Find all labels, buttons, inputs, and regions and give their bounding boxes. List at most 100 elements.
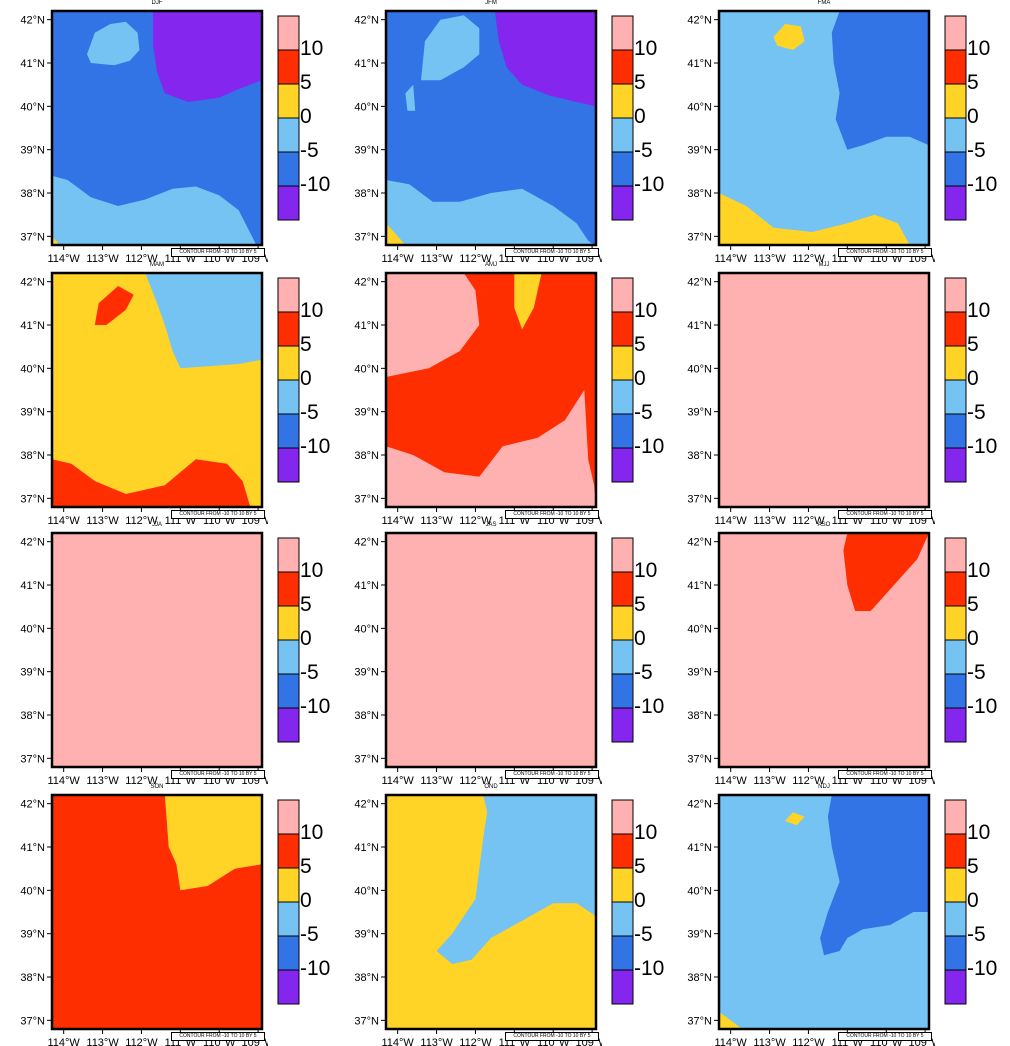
colorbar-tick-label: 10 (634, 821, 658, 844)
colorbar-bin (944, 379, 967, 415)
colorbar-bin (611, 799, 634, 835)
colorbar-bin (277, 185, 300, 221)
map-frame (384, 9, 598, 247)
colorbar-bin (611, 605, 634, 641)
lon-tick-label: 112°W (125, 775, 158, 784)
contour-region (514, 273, 542, 330)
lon-tick-label: 113°W (753, 515, 786, 524)
colorbar-bin (611, 571, 634, 607)
colorbar-bin (611, 311, 634, 347)
lat-tick-label: 41°N (354, 58, 379, 70)
panel-title: JJA (151, 522, 162, 528)
contour-info-label: CONTOUR FROM -10 TO 10 BY 5 (838, 1032, 932, 1041)
lat-tick-label: 41°N (20, 580, 45, 592)
colorbar-tick-label: -5 (300, 923, 319, 946)
lon-tick-label: 110°W (537, 515, 570, 524)
colorbar-tick-label: -5 (967, 923, 986, 946)
lat-tick-label: 42°N (687, 537, 712, 549)
panel-title: MAM (150, 262, 164, 268)
colorbar-tick-label: -5 (967, 139, 986, 162)
lon-tick-label: 113°W (86, 253, 119, 262)
lon-tick-label: 114°W (715, 253, 748, 262)
colorbar-bin (277, 537, 300, 573)
lon-tick-label: 111°W (499, 775, 531, 784)
colorbar-tick-label: -10 (634, 435, 665, 458)
colorbar-bin (944, 277, 967, 313)
colorbar-bin (944, 151, 967, 187)
colorbar-bin (611, 935, 634, 971)
colorbar-tick-label: -5 (300, 139, 319, 162)
colorbar-bin (277, 83, 300, 119)
lon-tick-label: 110°W (203, 515, 236, 524)
lon-tick-label: 114°W (715, 515, 748, 524)
contour-region (386, 273, 480, 377)
lat-tick-label: 41°N (20, 58, 45, 70)
lat-tick-label: 37°N (354, 493, 379, 505)
lat-tick-label: 37°N (20, 753, 45, 765)
colorbar-bin (277, 379, 300, 415)
panel-title: NDJ (818, 784, 830, 790)
colorbar-tick-label: -10 (634, 957, 665, 980)
lat-tick-label: 39°N (687, 407, 712, 419)
lat-tick-label: 39°N (354, 667, 379, 679)
lat-tick-label: 38°N (20, 972, 45, 984)
contour-region (386, 390, 596, 507)
lat-tick-label: 37°N (687, 231, 712, 243)
colorbar-bin (611, 277, 634, 313)
colorbar-bin (611, 413, 634, 449)
colorbar-tick-label: -5 (300, 661, 319, 684)
map-background-field (719, 273, 929, 507)
colorbar-bin (277, 673, 300, 709)
lat-tick-label: 40°N (20, 101, 45, 113)
colorbar-bin (277, 311, 300, 347)
colorbar-bin (944, 901, 967, 937)
colorbar-bin (944, 537, 967, 573)
contour-info-label: CONTOUR FROM -10 TO 10 BY 5 (838, 770, 932, 779)
lon-tick-label: 109°W (242, 515, 268, 524)
lat-tick-label: 37°N (687, 753, 712, 765)
colorbar-tick-label: -5 (634, 139, 653, 162)
lon-tick-label: 114°W (715, 775, 748, 784)
lat-tick-label: 38°N (20, 188, 45, 200)
colorbar-bin (944, 935, 967, 971)
contour-info-label: CONTOUR FROM -10 TO 10 BY 5 (171, 510, 265, 519)
colorbar-tick-label: 5 (634, 593, 646, 616)
colorbar-tick-label: 10 (967, 299, 991, 322)
colorbar-bin (611, 447, 634, 483)
colorbar-tick-label: 0 (967, 105, 979, 128)
lon-tick-label: 114°W (382, 1037, 415, 1046)
panel-title: JFM (485, 0, 497, 6)
lat-tick-label: 38°N (354, 188, 379, 200)
contour-region (831, 11, 929, 150)
lat-tick-label: 42°N (354, 537, 379, 549)
colorbar-bin (277, 413, 300, 449)
colorbar-bin (611, 185, 634, 221)
lon-tick-label: 114°W (382, 775, 415, 784)
colorbar-tick-label: 5 (967, 855, 979, 878)
lon-tick-label: 110°W (203, 253, 236, 262)
colorbar-bin (944, 969, 967, 1005)
map-panel-amj: AMJ 42°N 41°N 40°N 39°N 38°N 37°N 114°W 113°W 112… (334, 262, 670, 524)
lat-tick-label: 37°N (354, 753, 379, 765)
panel-title: FMA (817, 0, 831, 6)
colorbar-tick-label: -10 (300, 695, 331, 718)
colorbar-bin (944, 185, 967, 221)
lat-tick-label: 37°N (20, 231, 45, 243)
lat-tick-label: 40°N (687, 623, 712, 635)
colorbar-tick-label: 0 (967, 889, 979, 912)
lat-tick-label: 38°N (687, 710, 712, 722)
colorbar (611, 277, 634, 483)
lat-tick-label: 42°N (354, 799, 379, 811)
map-frame (50, 531, 264, 769)
lat-tick-label: 40°N (354, 101, 379, 113)
lon-tick-label: 111°W (499, 253, 531, 262)
colorbar-tick-label: 10 (634, 559, 658, 582)
colorbar-tick-label: 0 (300, 627, 312, 650)
panel-title: AMJ (485, 262, 497, 268)
contour-region (52, 459, 251, 507)
colorbar-bin (944, 799, 967, 835)
colorbar-tick-label: -10 (300, 173, 331, 196)
lat-tick-label: 40°N (354, 623, 379, 635)
map-panel-fma: FMA 42°N 41°N 40°N 39°N 38°N 37°N 114°W 113°W 112… (667, 0, 1003, 262)
colorbar-bin (611, 49, 634, 85)
